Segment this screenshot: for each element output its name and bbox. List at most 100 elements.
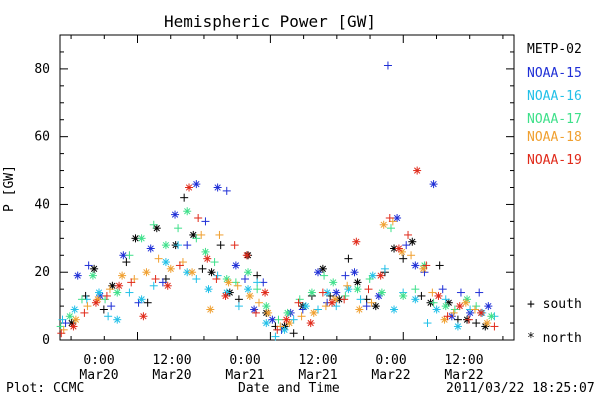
data-point-noaa-19 (294, 298, 303, 307)
data-point-noaa-16 (253, 278, 262, 287)
data-point-noaa-19 (352, 237, 361, 246)
data-point-noaa-17 (149, 220, 158, 229)
data-point-noaa-18 (449, 308, 458, 317)
data-point-metp-02 (408, 237, 417, 246)
data-point-metp-02 (99, 305, 108, 314)
data-point-noaa-19 (413, 166, 422, 175)
data-point-noaa-16 (192, 275, 201, 283)
data-point-noaa-15 (402, 241, 411, 250)
data-point-noaa-19 (422, 261, 431, 270)
data-point-noaa-17 (161, 241, 170, 250)
data-point-noaa-18 (428, 288, 437, 297)
data-point-noaa-16 (137, 295, 146, 304)
data-point-noaa-16 (301, 302, 310, 311)
data-point-noaa-18 (254, 298, 263, 307)
data-point-noaa-17 (125, 251, 134, 260)
y-tick-label: 60 (34, 130, 50, 145)
symbol-label-north: north (542, 331, 582, 346)
y-tick-label: 80 (34, 62, 50, 77)
data-point-noaa-18 (105, 285, 114, 294)
data-point-noaa-16 (441, 295, 450, 304)
data-point-noaa-15 (456, 288, 465, 297)
data-point-noaa-17 (441, 302, 450, 311)
data-point-noaa-18 (297, 312, 306, 321)
x-tick-label-time: 12:00 (298, 353, 337, 368)
data-point-metp-02 (344, 254, 353, 263)
data-point-metp-02 (180, 193, 189, 202)
data-point-noaa-17 (411, 285, 420, 294)
data-point-noaa-17 (307, 288, 316, 297)
x-tick-label-date: Mar20 (79, 368, 118, 383)
data-point-noaa-18 (166, 264, 175, 273)
data-point-noaa-17 (137, 234, 146, 243)
data-point-noaa-19 (443, 312, 452, 321)
symbol-label-south: south (542, 297, 582, 312)
x-tick-label-time: 0:00 (375, 353, 406, 368)
data-point-noaa-15 (314, 268, 322, 277)
data-point-noaa-17 (274, 315, 283, 324)
data-point-noaa-19 (102, 291, 111, 300)
data-point-noaa-17 (320, 271, 329, 280)
data-point-noaa-19 (340, 295, 349, 304)
data-point-metp-02 (371, 302, 380, 311)
data-point-noaa-15 (332, 288, 341, 297)
data-point-noaa-15 (146, 244, 155, 253)
data-point-noaa-17 (399, 291, 408, 300)
data-point-noaa-15 (362, 302, 371, 311)
data-point-noaa-17 (101, 295, 110, 304)
data-point-noaa-16 (356, 295, 365, 304)
legend-entry-noaa-15: NOAA-15 (527, 66, 582, 81)
data-point-noaa-15 (192, 180, 201, 189)
data-point-noaa-15 (107, 302, 116, 311)
data-point-noaa-19 (91, 298, 100, 307)
data-point-noaa-17 (341, 291, 350, 300)
data-point-metp-02 (81, 291, 90, 300)
y-tick-label: 20 (34, 265, 50, 280)
data-point-metp-02 (399, 254, 408, 263)
y-axis-label: P [GW] (2, 165, 17, 212)
data-point-metp-02 (417, 291, 426, 300)
data-point-noaa-16 (332, 302, 341, 311)
data-point-metp-02 (289, 329, 298, 338)
x-tick-label-time: 0:00 (83, 353, 114, 368)
data-point-noaa-16 (380, 264, 389, 273)
data-point-metp-02 (189, 230, 198, 239)
data-point-noaa-15 (341, 271, 350, 280)
data-point-noaa-17 (365, 275, 374, 283)
footer-timestamp: 2011/03/22 18:25:07 (446, 381, 595, 396)
data-point-noaa-16 (289, 315, 298, 324)
data-point-noaa-17 (463, 295, 472, 304)
data-point-noaa-16 (204, 285, 213, 294)
data-point-noaa-16 (432, 305, 441, 314)
data-point-noaa-15 (231, 261, 240, 270)
data-point-noaa-19 (251, 308, 260, 317)
data-point-noaa-16 (113, 315, 122, 324)
legend-entry-noaa-16: NOAA-16 (527, 89, 582, 104)
data-point-noaa-16 (95, 288, 103, 297)
data-point-noaa-17 (295, 295, 304, 304)
data-point-noaa-17 (253, 285, 262, 294)
data-point-noaa-17 (450, 305, 459, 314)
data-point-noaa-19 (385, 214, 394, 222)
data-point-noaa-18 (215, 230, 224, 239)
data-point-noaa-16 (411, 295, 420, 304)
data-point-noaa-18 (379, 220, 388, 229)
legend-entry-noaa-18: NOAA-18 (527, 130, 582, 145)
data-point-noaa-16 (234, 302, 243, 311)
y-tick-label: 40 (34, 197, 50, 212)
data-point-noaa-16 (271, 332, 280, 341)
data-point-noaa-17 (201, 247, 210, 256)
data-point-noaa-19 (327, 298, 336, 307)
data-point-noaa-19 (230, 241, 239, 250)
x-axis-label: Date and Time (238, 381, 340, 396)
data-point-noaa-16 (344, 285, 353, 294)
data-point-noaa-18 (309, 308, 318, 317)
data-point-noaa-16 (174, 241, 183, 250)
data-point-noaa-18 (321, 302, 330, 311)
data-point-noaa-19 (282, 315, 291, 324)
data-point-noaa-17 (472, 302, 481, 311)
x-tick-label-date: Mar22 (371, 368, 410, 383)
data-point-noaa-18 (367, 298, 376, 307)
data-point-noaa-19 (273, 325, 282, 334)
data-point-noaa-17 (77, 295, 86, 304)
